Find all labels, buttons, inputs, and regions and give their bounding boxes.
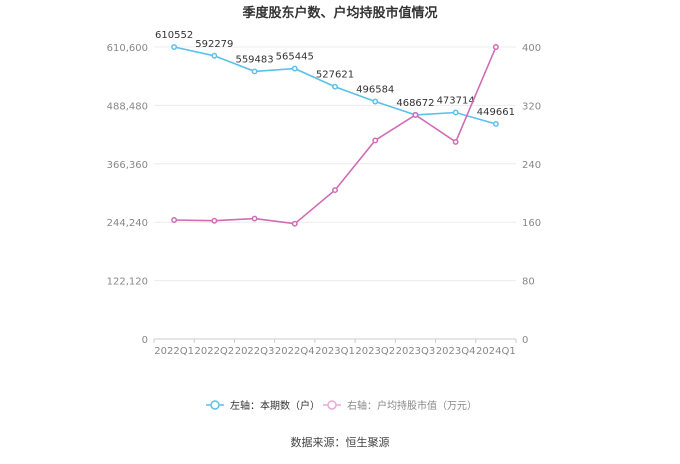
data-point bbox=[332, 187, 338, 194]
data-point bbox=[332, 83, 338, 90]
data-point bbox=[171, 44, 178, 50]
x-tick-label: 2022Q2 bbox=[194, 346, 234, 357]
data-point bbox=[251, 68, 258, 75]
data-point bbox=[291, 65, 298, 72]
left-tick-label: 122,120 bbox=[107, 277, 148, 288]
axis-layer: 0 0 122,120 80 244,240 160 366,360 240 488,480 32… bbox=[107, 43, 541, 357]
data-point bbox=[171, 217, 178, 223]
right-tick-label: 0 bbox=[522, 335, 528, 346]
data-label: 565445 bbox=[276, 52, 314, 63]
data-point bbox=[372, 98, 379, 105]
x-tick-label: 2023Q3 bbox=[396, 346, 436, 357]
data-point bbox=[291, 220, 298, 227]
right-tick-label: 160 bbox=[522, 218, 541, 229]
data-label: 592279 bbox=[195, 39, 233, 50]
chart-title: 季度股东户数、户均持股市值情况 bbox=[241, 5, 437, 21]
data-label: 473714 bbox=[437, 95, 475, 106]
left-tick-label: 488,480 bbox=[107, 101, 148, 112]
x-tick-label: 2022Q3 bbox=[235, 346, 275, 357]
data-point bbox=[372, 137, 379, 144]
data-label: 527621 bbox=[316, 70, 354, 81]
right-tick-label: 240 bbox=[522, 160, 541, 171]
data-label: 468672 bbox=[396, 98, 434, 109]
right-tick-label: 80 bbox=[522, 277, 535, 288]
x-tick-label: 2023Q4 bbox=[436, 346, 476, 357]
data-point bbox=[412, 111, 419, 118]
data-label: 496584 bbox=[356, 85, 394, 96]
data-point bbox=[452, 138, 459, 145]
x-tick-label: 2023Q1 bbox=[315, 346, 355, 357]
x-tick-label: 2022Q4 bbox=[275, 346, 315, 357]
data-point bbox=[492, 121, 499, 127]
left-tick-label: 244,240 bbox=[107, 218, 148, 229]
data-point bbox=[211, 217, 218, 224]
x-tick-label: 2022Q1 bbox=[154, 346, 194, 357]
legend-marker bbox=[327, 400, 337, 410]
legend[interactable]: 左轴：本期数（户） 右轴：户均持股市值（万元） bbox=[206, 399, 477, 412]
x-tick-label: 2024Q1 bbox=[476, 346, 516, 357]
right-tick-label: 320 bbox=[522, 101, 541, 112]
data-label: 610552 bbox=[155, 30, 193, 41]
data-point bbox=[211, 52, 218, 59]
source-note: 数据来源：恒生聚源 bbox=[291, 435, 390, 449]
data-point bbox=[251, 215, 258, 222]
x-tick-label: 2023Q2 bbox=[355, 346, 395, 357]
left-tick-label: 366,360 bbox=[107, 160, 148, 171]
right-tick-label: 400 bbox=[522, 43, 541, 54]
left-tick-label: 610,600 bbox=[107, 43, 148, 54]
data-label: 559483 bbox=[235, 54, 273, 65]
legend-label: 左轴：本期数（户） bbox=[230, 399, 320, 412]
legend-label: 右轴：户均持股市值（万元） bbox=[347, 399, 477, 412]
legend-marker bbox=[210, 400, 220, 410]
data-point bbox=[492, 44, 499, 50]
data-label: 449661 bbox=[477, 107, 515, 118]
left-tick-label: 0 bbox=[142, 335, 148, 346]
data-point bbox=[452, 109, 459, 116]
